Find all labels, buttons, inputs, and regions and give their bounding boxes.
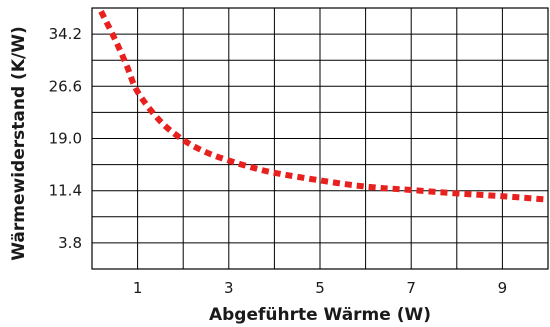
y-tick-label: 3.8 (58, 234, 82, 252)
x-tick-label: 9 (498, 279, 508, 297)
x-tick-label: 3 (224, 279, 234, 297)
x-tick-label: 1 (133, 279, 143, 297)
y-tick-label: 19.0 (49, 130, 82, 148)
y-tick-label: 26.6 (49, 77, 82, 95)
x-axis-label: Abgeführte Wärme (W) (209, 305, 431, 325)
x-tick-label: 7 (406, 279, 416, 297)
x-tick-label: 5 (315, 279, 325, 297)
x-axis-tick-labels: 1 3 5 7 9 (133, 279, 507, 297)
y-axis-tick-labels: 3.8 11.4 19.0 26.6 34.2 (49, 25, 82, 252)
y-tick-label: 34.2 (49, 25, 82, 43)
y-tick-label: 11.4 (49, 182, 82, 200)
vertical-gridlines (137, 8, 503, 269)
plot-frame (91, 7, 549, 270)
y-axis-label: Wärmewiderstand (K/W) (9, 26, 29, 260)
series-group (98, 10, 549, 203)
series-line-0 (98, 10, 549, 203)
